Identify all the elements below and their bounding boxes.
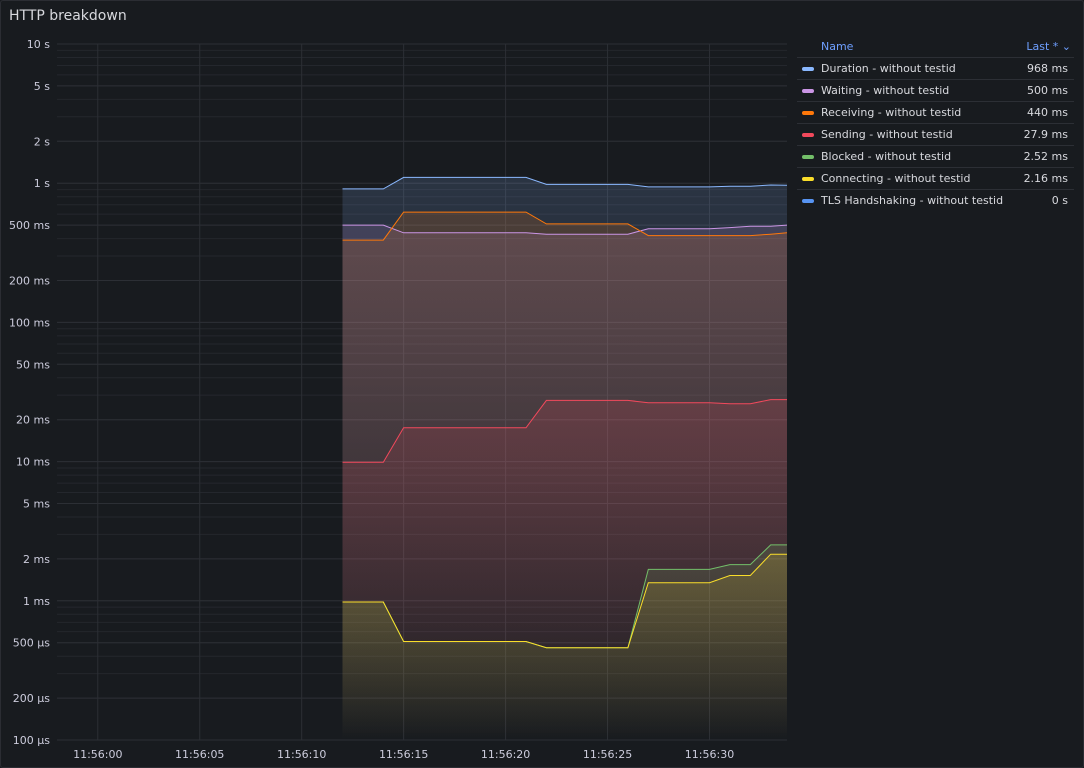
legend-last-value: 500 ms [1027,84,1068,97]
y-tick-label: 20 ms [16,414,50,427]
y-tick-label: 200 µs [13,692,50,705]
y-tick-label: 5 s [34,80,50,93]
x-tick-label: 11:56:00 [73,748,122,761]
legend-series-name[interactable]: TLS Handshaking - without testid [821,194,1004,207]
y-tick-label: 50 ms [16,358,50,371]
legend-last-value: 2.52 ms [1023,150,1068,163]
y-tick-label: 500 ms [9,219,50,232]
x-tick-label: 11:56:05 [175,748,224,761]
series-color-swatch[interactable] [802,176,814,181]
legend-row[interactable]: Sending - without testid 27.9 ms [797,124,1074,146]
legend-row[interactable]: Waiting - without testid 500 ms [797,80,1074,102]
y-tick-label: 5 ms [23,498,50,511]
y-tick-label: 1 s [34,177,50,190]
series-color-swatch[interactable] [802,66,814,71]
series-area [342,554,787,740]
legend-series-name[interactable]: Sending - without testid [821,128,953,141]
x-tick-label: 11:56:10 [277,748,326,761]
y-tick-label: 10 ms [16,456,50,469]
y-tick-label: 10 s [27,38,50,51]
series-color-swatch[interactable] [802,154,814,159]
legend-row[interactable]: Receiving - without testid 440 ms [797,102,1074,124]
series-line [342,211,788,241]
legend-rows: Duration - without testid 968 ms Waiting -… [797,58,1074,211]
chevron-down-icon: ⌄ [1058,40,1071,53]
legend-name-header[interactable]: Name [821,40,854,53]
y-tick-label: 2 ms [23,553,50,566]
panel-title[interactable]: HTTP breakdown [9,8,127,24]
x-tick-label: 11:56:25 [583,748,632,761]
series-line [342,176,788,190]
legend-last-header[interactable]: Last * ⌄ [1026,40,1074,53]
legend-table: Name Last * ⌄ Duration - without testid 9… [797,36,1074,211]
legend-row[interactable]: Connecting - without testid 2.16 ms [797,168,1074,190]
series-line [342,399,787,463]
legend-last-value: 0 s [1051,194,1068,207]
series-color-swatch[interactable] [802,88,814,93]
x-tick-label: 11:56:15 [379,748,428,761]
legend-series-name[interactable]: Waiting - without testid [821,84,950,97]
legend-header: Name Last * ⌄ [797,36,1074,58]
legend-last-value: 27.9 ms [1023,128,1068,141]
legend-series-name[interactable]: Connecting - without testid [821,172,971,185]
y-tick-label: 200 ms [9,274,50,287]
legend-last-value: 2.16 ms [1023,172,1068,185]
series-color-swatch[interactable] [802,198,814,203]
y-tick-label: 500 µs [13,637,50,650]
legend-last-value: 968 ms [1027,62,1068,75]
x-tick-label: 11:56:30 [685,748,734,761]
legend-last-header-label: Last * [1026,40,1059,53]
series-line [342,224,788,235]
x-tick-label: 11:56:20 [481,748,530,761]
y-tick-label: 2 s [34,135,50,148]
y-tick-label: 100 µs [13,734,50,747]
legend-series-name[interactable]: Duration - without testid [821,62,956,75]
series-color-swatch[interactable] [802,132,814,137]
legend-last-value: 440 ms [1027,106,1068,119]
legend-series-name[interactable]: Receiving - without testid [821,106,962,119]
legend-row[interactable]: TLS Handshaking - without testid 0 s [797,190,1074,211]
series-line [342,553,787,649]
y-tick-label: 1 ms [23,595,50,608]
legend-series-name[interactable]: Blocked - without testid [821,150,952,163]
series-color-swatch[interactable] [802,110,814,115]
legend-row[interactable]: Duration - without testid 968 ms [797,58,1074,80]
legend-row[interactable]: Blocked - without testid 2.52 ms [797,146,1074,168]
y-tick-label: 100 ms [9,316,50,329]
